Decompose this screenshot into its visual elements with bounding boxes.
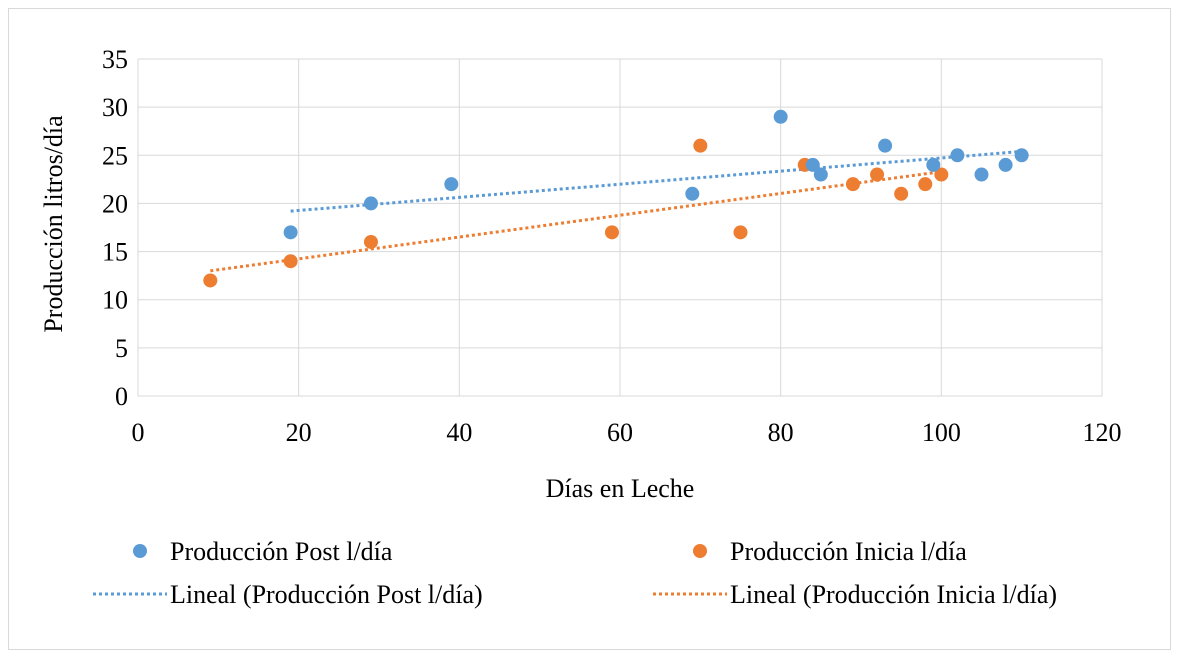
data-point-post	[805, 157, 820, 172]
data-point-post	[363, 196, 378, 211]
legend: Producción Post l/día Producción Inicia …	[93, 537, 1057, 609]
legend-label-trend-inicia: Lineal (Producción Inicia l/día)	[730, 580, 1057, 609]
data-point-inicia	[733, 225, 748, 240]
data-point-post	[974, 167, 989, 182]
data-point-inicia	[604, 225, 619, 240]
legend-marker-post	[133, 544, 147, 558]
y-axis: 0 5 10 15 20 25 30 35	[102, 45, 128, 411]
data-point-inicia	[845, 177, 860, 192]
y-tick-label: 35	[102, 45, 128, 74]
legend-marker-inicia	[693, 544, 707, 558]
data-point-inicia	[283, 254, 298, 269]
data-points	[203, 109, 1029, 288]
y-axis-title: Producción litros/día	[39, 115, 68, 333]
trendlines	[210, 149, 1022, 273]
data-point-inicia	[870, 167, 885, 182]
y-tick-label: 20	[102, 189, 128, 218]
x-axis: 0 20 40 60 80 100 120	[132, 418, 1122, 447]
x-axis-title: Días en Leche	[546, 474, 695, 503]
y-tick-label: 10	[102, 286, 128, 315]
legend-label-trend-post: Lineal (Producción Post l/día)	[170, 580, 483, 609]
y-tick-label: 15	[102, 238, 128, 267]
data-point-inicia	[918, 177, 933, 192]
x-tick-label: 20	[286, 418, 312, 447]
legend-label-post: Producción Post l/día	[170, 537, 393, 566]
x-tick-label: 120	[1083, 418, 1122, 447]
data-point-post	[950, 148, 965, 163]
data-point-post	[283, 225, 298, 240]
data-point-post	[444, 177, 459, 192]
data-point-inicia	[203, 273, 218, 288]
data-point-inicia	[693, 138, 708, 153]
data-point-inicia	[894, 186, 909, 201]
data-point-post	[926, 157, 941, 172]
data-point-post	[773, 109, 788, 124]
data-point-post	[998, 157, 1013, 172]
x-tick-label: 100	[922, 418, 961, 447]
y-tick-label: 0	[115, 382, 128, 411]
data-point-post	[685, 186, 700, 201]
chart-frame	[8, 8, 1171, 650]
x-tick-label: 60	[607, 418, 633, 447]
data-point-post	[813, 167, 828, 182]
data-point-inicia	[363, 234, 378, 249]
trendline-inicia	[210, 170, 942, 273]
data-point-inicia	[934, 167, 949, 182]
y-tick-label: 25	[102, 141, 128, 170]
y-tick-label: 30	[102, 93, 128, 122]
trendline-post	[290, 149, 1022, 213]
legend-label-inicia: Producción Inicia l/día	[730, 537, 967, 566]
x-tick-label: 80	[768, 418, 794, 447]
x-tick-label: 0	[132, 418, 145, 447]
grid-layer	[137, 58, 1103, 397]
data-point-post	[878, 138, 893, 153]
y-tick-label: 5	[115, 334, 128, 363]
data-point-post	[1014, 148, 1029, 163]
x-tick-label: 40	[446, 418, 472, 447]
